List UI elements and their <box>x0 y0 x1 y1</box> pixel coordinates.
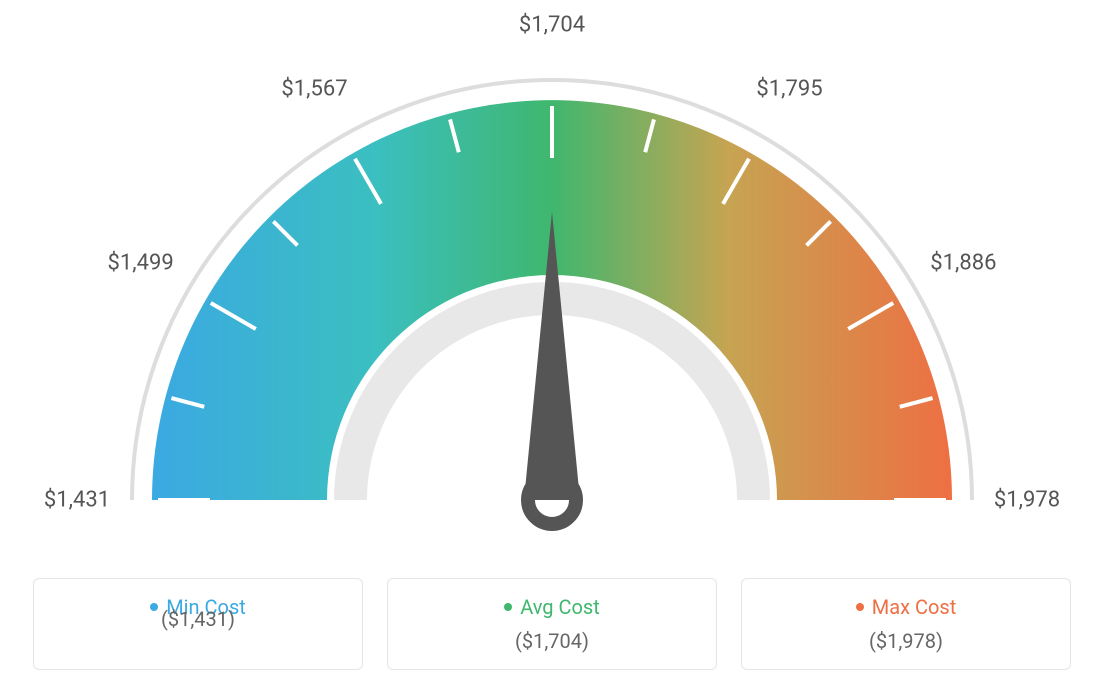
legend-max-dot <box>856 603 864 611</box>
gauge-svg <box>0 0 1104 560</box>
legend-card-avg: Avg Cost ($1,704) <box>387 578 717 670</box>
legend-card-min: Min Cost ($1,431) <box>33 578 363 670</box>
gauge-tick-label: $1,704 <box>519 13 585 38</box>
legend-avg-value: ($1,704) <box>408 629 696 653</box>
legend-row: Min Cost ($1,431) Avg Cost ($1,704) Max … <box>0 578 1104 670</box>
gauge-tick-label: $1,795 <box>756 76 822 101</box>
legend-avg-title: Avg Cost <box>408 595 696 619</box>
legend-max-title: Max Cost <box>762 595 1050 619</box>
gauge-tick-label: $1,886 <box>930 250 996 275</box>
gauge-tick-label: $1,499 <box>108 250 174 275</box>
legend-max-label: Max Cost <box>872 595 957 619</box>
gauge-area: $1,431 $1,499 $1,567 $1,704 $1,795 $1,886 $1,9… <box>0 0 1104 560</box>
legend-min-value-text: ($1,431) <box>54 607 342 631</box>
legend-avg-dot <box>504 603 512 611</box>
gauge-tick-label: $1,567 <box>281 76 347 101</box>
legend-max-value: ($1,978) <box>762 629 1050 653</box>
legend-avg-label: Avg Cost <box>520 595 600 619</box>
legend-card-max: Max Cost ($1,978) <box>741 578 1071 670</box>
gauge-tick-label: $1,978 <box>994 488 1060 513</box>
cost-gauge-chart: $1,431 $1,499 $1,567 $1,704 $1,795 $1,886 $1,9… <box>0 0 1104 690</box>
gauge-tick-label: $1,431 <box>44 488 110 513</box>
